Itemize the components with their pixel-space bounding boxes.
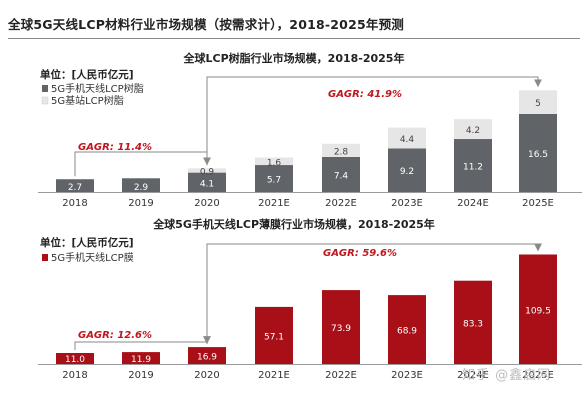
data-label: 109.5: [525, 306, 551, 316]
data-label: 7.4: [334, 171, 349, 181]
legend-swatch: [42, 85, 48, 92]
data-label: 9.2: [400, 167, 414, 177]
x-tick-label: 2018: [62, 370, 87, 381]
data-label: 83.3: [463, 319, 483, 329]
bar: [454, 139, 492, 192]
bar: [255, 157, 293, 166]
gagr-annotation: GAGR: 59.6%: [323, 248, 397, 259]
bar: [122, 178, 160, 192]
data-label: 11.9: [131, 355, 151, 365]
x-tick-label: 2022E: [325, 370, 357, 381]
x-tick-label: 2025E: [522, 198, 554, 209]
lcp-film-chart: 全球5G手机天线LCP薄膜行业市场规模，2018-2025年单位：[人民币亿元]…: [38, 217, 582, 381]
page-title: 全球5G天线LCP材料行业市场规模（按需求计），2018-2025年预测: [8, 17, 404, 32]
bar: [188, 172, 226, 192]
unit-label: 单位：[人民币亿元]: [40, 68, 134, 81]
x-tick-label: 2021E: [258, 370, 290, 381]
data-label: 5: [535, 99, 541, 109]
bar: [519, 113, 557, 192]
data-label: 16.5: [528, 150, 548, 160]
x-tick-label: 2023E: [391, 370, 423, 381]
x-tick-label: 2023E: [391, 198, 423, 209]
data-label: 4.4: [400, 135, 415, 145]
legend-swatch: [42, 254, 48, 261]
data-label: 57.1: [264, 332, 284, 342]
data-label: 16.9: [197, 353, 217, 363]
bar: [322, 156, 360, 192]
bar: [519, 90, 557, 114]
gagr-annotation: GAGR: 41.9%: [328, 89, 402, 100]
bar: [454, 119, 492, 140]
data-label: 4.1: [200, 179, 214, 189]
bar: [188, 347, 226, 364]
x-tick-label: 2024E: [457, 370, 489, 381]
growth-arrow: [206, 243, 542, 345]
data-label: 11.2: [463, 163, 483, 173]
legend-label: 5G基站LCP树脂: [51, 94, 124, 107]
legend-label: 5G手机天线LCP膜: [51, 251, 134, 264]
x-tick-label: 2019: [128, 370, 153, 381]
bar: [56, 179, 94, 192]
data-label: 2.7: [68, 183, 82, 193]
bar: [188, 168, 226, 173]
gagr-annotation: GAGR: 12.6%: [78, 330, 152, 341]
chart-title: 全球LCP树脂行业市场规模，2018-2025年: [183, 51, 405, 65]
x-tick-label: 2025E: [522, 370, 554, 381]
lcp-resin-chart: 全球LCP树脂行业市场规模，2018-2025年单位：[人民币亿元]5G手机天线…: [38, 51, 582, 209]
title-divider: [8, 38, 580, 39]
growth-arrow: [74, 336, 211, 350]
data-label: 1.6: [267, 158, 282, 168]
bar: [255, 165, 293, 192]
legend-swatch: [41, 96, 49, 105]
data-label: 4.2: [466, 126, 480, 136]
data-label: 0.9: [200, 167, 215, 177]
x-tick-label: 2018: [62, 198, 87, 209]
x-tick-label: 2021E: [258, 198, 290, 209]
x-tick-label: 2024E: [457, 198, 489, 209]
bar: [322, 143, 360, 157]
data-label: 68.9: [397, 327, 417, 337]
bar: [388, 127, 426, 149]
unit-label: 单位：[人民币亿元]: [40, 236, 134, 249]
bar: [56, 353, 94, 364]
bar: [388, 148, 426, 192]
bar: [388, 295, 426, 364]
x-tick-label: 2019: [128, 198, 153, 209]
growth-arrow: [74, 151, 211, 177]
bar: [322, 290, 360, 364]
legend-label: 5G手机天线LCP树脂: [51, 82, 144, 95]
x-tick-label: 2020: [194, 370, 219, 381]
x-tick-label: 2020: [194, 198, 219, 209]
growth-arrow: [206, 76, 542, 166]
watermark: 知乎 @鑫启网: [462, 368, 552, 383]
chart-title: 全球5G手机天线LCP薄膜行业市场规模，2018-2025年: [152, 217, 435, 231]
bar: [519, 254, 557, 364]
bar: [122, 352, 160, 364]
data-label: 11.0: [65, 355, 85, 365]
x-tick-label: 2022E: [325, 198, 357, 209]
bar: [454, 280, 492, 364]
data-label: 2.9: [134, 183, 149, 193]
data-label: 5.7: [267, 176, 281, 186]
data-label: 73.9: [331, 324, 351, 334]
bar: [255, 306, 293, 364]
gagr-annotation: GAGR: 11.4%: [78, 142, 152, 153]
data-label: 2.8: [334, 147, 349, 157]
